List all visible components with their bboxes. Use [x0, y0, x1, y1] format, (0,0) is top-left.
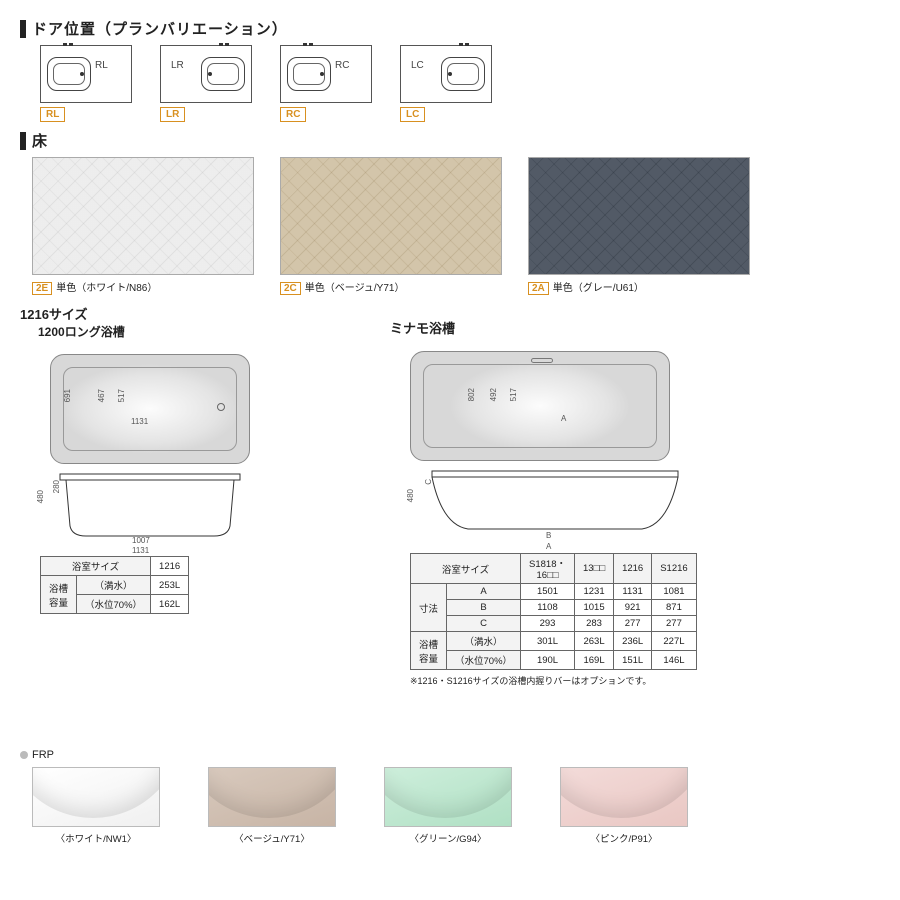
- door-item-LR: LR LR: [160, 45, 252, 122]
- door-label: LC: [400, 107, 425, 122]
- frp-caption: 〈グリーン/G94〉: [409, 831, 486, 845]
- tub-icon: [47, 57, 91, 91]
- floor-item: 2C単色（ベージュ/Y71）: [280, 157, 502, 294]
- dim: 480: [36, 490, 45, 503]
- floor-caption: 2E単色（ホワイト/N86）: [32, 279, 254, 294]
- frp-swatch: [560, 767, 688, 827]
- grip-bar: [531, 358, 553, 363]
- dim: B: [546, 531, 551, 540]
- tub-h1: ミナモ浴槽: [390, 318, 810, 337]
- tub-plan-view: 691 467 517 1131: [50, 354, 250, 464]
- title-text: 床: [32, 130, 48, 151]
- frp-item: 〈ピンク/P91〉: [560, 767, 688, 845]
- door-figure: LR: [160, 45, 252, 103]
- tub-section: 1216サイズ 1200ロング浴槽 691 467 517 1131 480 2…: [20, 304, 880, 687]
- door-code-inline: LC: [411, 60, 424, 71]
- section-door-title: ドア位置（プランバリエーション）: [20, 18, 880, 39]
- tub-right-table: 浴室サイズ S1818・ 16□□ 13□□ 1216 S1216 寸法 A15…: [410, 553, 697, 670]
- dim: 480: [406, 489, 415, 502]
- frp-swatch: [208, 767, 336, 827]
- tub-1216: 1216サイズ 1200ロング浴槽 691 467 517 1131 480 2…: [20, 304, 350, 687]
- floor-item: 2E単色（ホワイト/N86）: [32, 157, 254, 294]
- faucet-icon: [219, 43, 229, 49]
- door-code-inline: RL: [95, 60, 108, 71]
- frp-item: 〈ホワイト/NW1〉: [32, 767, 160, 845]
- door-figure: LC: [400, 45, 492, 103]
- faucet-icon: [303, 43, 313, 49]
- tub-left-table: 浴室サイズ1216 浴槽 容量（満水）253L （水位70%）162L: [40, 556, 189, 614]
- section-floor-title: 床: [20, 130, 880, 151]
- floor-item: 2A単色（グレー/U61）: [528, 157, 750, 294]
- tub-icon: [441, 57, 485, 91]
- door-label: RC: [280, 107, 306, 122]
- frp-caption: 〈ホワイト/NW1〉: [56, 831, 137, 845]
- faucet-icon: [63, 43, 73, 49]
- door-label: RL: [40, 107, 65, 122]
- frp-caption: 〈ピンク/P91〉: [590, 831, 657, 845]
- frp-section: FRP 〈ホワイト/NW1〉 〈ベージュ/Y71〉 〈グリーン/G94〉 〈ピン…: [20, 749, 880, 845]
- floor-caption: 2A単色（グレー/U61）: [528, 279, 750, 294]
- door-item-RL: RL RL: [40, 45, 132, 122]
- tub-side-view: 480 C B A: [410, 469, 700, 545]
- door-figure: RL: [40, 45, 132, 103]
- frp-title: FRP: [20, 749, 880, 761]
- floor-swatch: [528, 157, 750, 275]
- door-code-inline: LR: [171, 60, 184, 71]
- tub-minamo: ミナモ浴槽 802 492 517 A 480 C B A 浴室サイズ S181…: [390, 304, 810, 687]
- dim: 1131: [132, 546, 149, 555]
- frp-caption: 〈ベージュ/Y71〉: [234, 831, 310, 845]
- dim: 280: [52, 480, 61, 493]
- floor-swatch: [32, 157, 254, 275]
- tub-plan-view: 802 492 517 A: [410, 351, 670, 461]
- floor-swatch-row: 2E単色（ホワイト/N86） 2C単色（ベージュ/Y71） 2A単色（グレー/U…: [32, 157, 880, 294]
- door-variations-row: RL RL LR LR RC RC LC LC: [40, 45, 880, 122]
- frp-swatch: [384, 767, 512, 827]
- tub-icon: [287, 57, 331, 91]
- tub-h1: 1216サイズ: [20, 304, 350, 323]
- frp-color-row: 〈ホワイト/NW1〉 〈ベージュ/Y71〉 〈グリーン/G94〉 〈ピンク/P9…: [32, 767, 880, 845]
- frp-item: 〈グリーン/G94〉: [384, 767, 512, 845]
- dim: C: [424, 479, 433, 485]
- door-code-inline: RC: [335, 60, 349, 71]
- door-figure: RC: [280, 45, 372, 103]
- tub-note: ※1216・S1216サイズの浴槽内握りバーはオプションです。: [410, 674, 810, 687]
- faucet-icon: [459, 43, 469, 49]
- frp-item: 〈ベージュ/Y71〉: [208, 767, 336, 845]
- tub-side-view: 480 280 1007 1131: [40, 472, 260, 548]
- title-bar: [20, 132, 26, 150]
- title-bar: [20, 20, 26, 38]
- tub-icon: [201, 57, 245, 91]
- dim: 1007: [132, 536, 150, 545]
- frp-swatch: [32, 767, 160, 827]
- dim: A: [546, 542, 551, 551]
- door-item-RC: RC RC: [280, 45, 372, 122]
- floor-caption: 2C単色（ベージュ/Y71）: [280, 279, 502, 294]
- door-label: LR: [160, 107, 185, 122]
- tub-h2: 1200ロング浴槽: [38, 323, 350, 340]
- door-item-LC: LC LC: [400, 45, 492, 122]
- title-text: ドア位置（プランバリエーション）: [32, 18, 288, 39]
- floor-swatch: [280, 157, 502, 275]
